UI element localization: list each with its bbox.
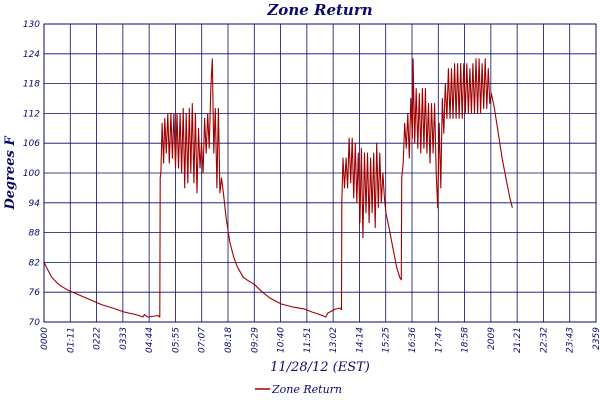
legend-label: Zone Return — [271, 383, 342, 396]
x-tick-label: 04:44 — [145, 327, 155, 353]
y-tick-labels: 70 76 82 88 94 100 106 112 118 124 130 — [23, 20, 40, 328]
y-tick-label: 118 — [23, 80, 40, 90]
x-tick-label: 2009 — [487, 327, 497, 350]
y-tick-label: 100 — [23, 169, 40, 179]
x-tick-label: 23:43 — [566, 327, 576, 353]
chart-title: Zone Return — [266, 1, 372, 19]
y-tick-label: 88 — [29, 229, 41, 239]
x-tick-label: 11:51 — [303, 327, 313, 353]
x-tick-label: 09:29 — [250, 327, 260, 353]
series-line-zone-return — [43, 58, 513, 318]
y-tick-label: 82 — [29, 258, 41, 268]
x-tick-labels: 0000 01:11 0222 0333 04:44 05:55 07:07 08:18 09:… — [40, 327, 600, 353]
grid-lines — [44, 23, 596, 323]
y-axis-label: Degrees F — [3, 136, 18, 211]
x-tick-label: 08:18 — [224, 327, 234, 353]
y-tick-label: 124 — [23, 50, 40, 60]
series-layer — [43, 58, 513, 318]
plot-frame — [43, 23, 597, 323]
x-tick-label: 16:36 — [408, 327, 418, 353]
x-tick-label: 22:32 — [539, 327, 549, 353]
y-tick-label: 112 — [23, 109, 40, 119]
x-tick-label: 01:11 — [66, 327, 76, 353]
x-tick-label: 18:58 — [461, 327, 471, 353]
y-tick-label: 106 — [23, 139, 40, 149]
x-tick-label: 21:21 — [513, 327, 523, 353]
x-tick-label: 2359 — [592, 327, 600, 350]
x-axis-label: 11/28/12 (EST) — [270, 360, 370, 375]
x-tick-label: 0333 — [119, 327, 129, 350]
x-tick-label: 0000 — [40, 327, 50, 350]
x-tick-label: 13:02 — [329, 327, 339, 353]
y-tick-label: 76 — [29, 288, 41, 298]
x-tick-label: 0222 — [93, 327, 103, 350]
x-tick-label: 05:55 — [171, 327, 181, 353]
x-tick-label: 15:25 — [382, 327, 392, 353]
y-tick-label: 70 — [29, 318, 41, 328]
x-tick-label: 14:14 — [355, 327, 365, 353]
x-tick-label: 17:47 — [434, 327, 444, 353]
legend: Zone Return — [255, 383, 342, 396]
y-tick-label: 130 — [23, 20, 40, 30]
y-tick-label: 94 — [29, 199, 41, 209]
x-tick-label: 10:40 — [277, 327, 287, 353]
x-tick-label: 07:07 — [198, 327, 208, 353]
